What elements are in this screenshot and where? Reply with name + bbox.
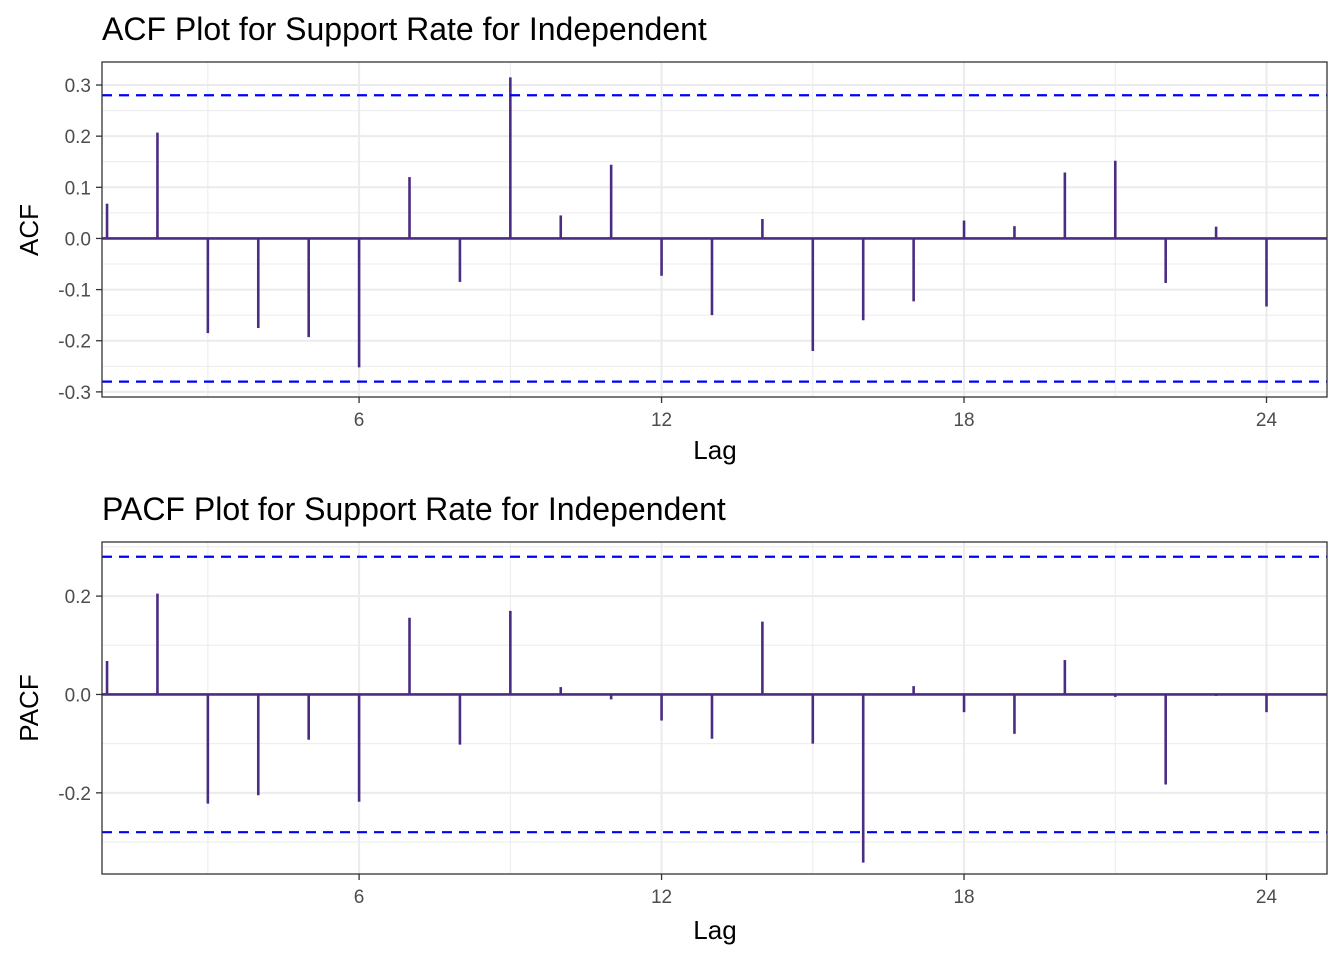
pacf-panel-background xyxy=(102,542,1327,874)
acf-y-tick-label: -0.1 xyxy=(58,281,91,302)
acf-y-tick-label: 0.2 xyxy=(65,127,91,148)
acf-y-tick-label: -0.3 xyxy=(58,383,91,404)
acf-y-tick-label: 0.3 xyxy=(65,76,91,97)
acf-plot-area: -0.3 -0.2 -0.1 0.0 0.1 0.2 0.3 6 12 18 24 xyxy=(58,61,1328,431)
acf-panel-background xyxy=(102,62,1327,397)
pacf-y-tick-label: -0.2 xyxy=(58,784,91,805)
pacf-y-axis-label: PACF xyxy=(14,674,44,741)
acf-panel-border xyxy=(101,61,1328,398)
acf-x-tick-label: 12 xyxy=(651,410,672,431)
acf-x-tick-label: 6 xyxy=(354,410,365,431)
pacf-x-axis-label: Lag xyxy=(693,915,736,945)
pacf-x-tick-label: 18 xyxy=(953,887,974,908)
pacf-panel-border xyxy=(101,541,1328,875)
pacf-x-tick-label: 6 xyxy=(354,887,365,908)
acf-chart: ACF Plot for Support Rate for Independen… xyxy=(14,11,1328,465)
acf-y-axis-label: ACF xyxy=(14,204,44,256)
acf-x-axis-label: Lag xyxy=(693,435,736,465)
pacf-plot-area: -0.2 0.0 0.2 6 12 18 24 xyxy=(58,541,1328,908)
pacf-y-tick-label: 0.0 xyxy=(65,685,91,706)
pacf-y-tick-label: 0.2 xyxy=(65,587,91,608)
acf-y-tick-label: 0.1 xyxy=(65,178,91,199)
acf-chart-title: ACF Plot for Support Rate for Independen… xyxy=(102,11,707,47)
acf-x-tick-label: 24 xyxy=(1256,410,1278,431)
pacf-chart: PACF Plot for Support Rate for Independe… xyxy=(14,491,1328,945)
pacf-x-tick-label: 24 xyxy=(1256,887,1278,908)
pacf-chart-title: PACF Plot for Support Rate for Independe… xyxy=(102,491,726,527)
acf-y-tick-label: -0.2 xyxy=(58,332,91,353)
acf-x-tick-label: 18 xyxy=(953,410,974,431)
acf-y-tick-label: 0.0 xyxy=(65,229,91,250)
pacf-x-tick-label: 12 xyxy=(651,887,672,908)
